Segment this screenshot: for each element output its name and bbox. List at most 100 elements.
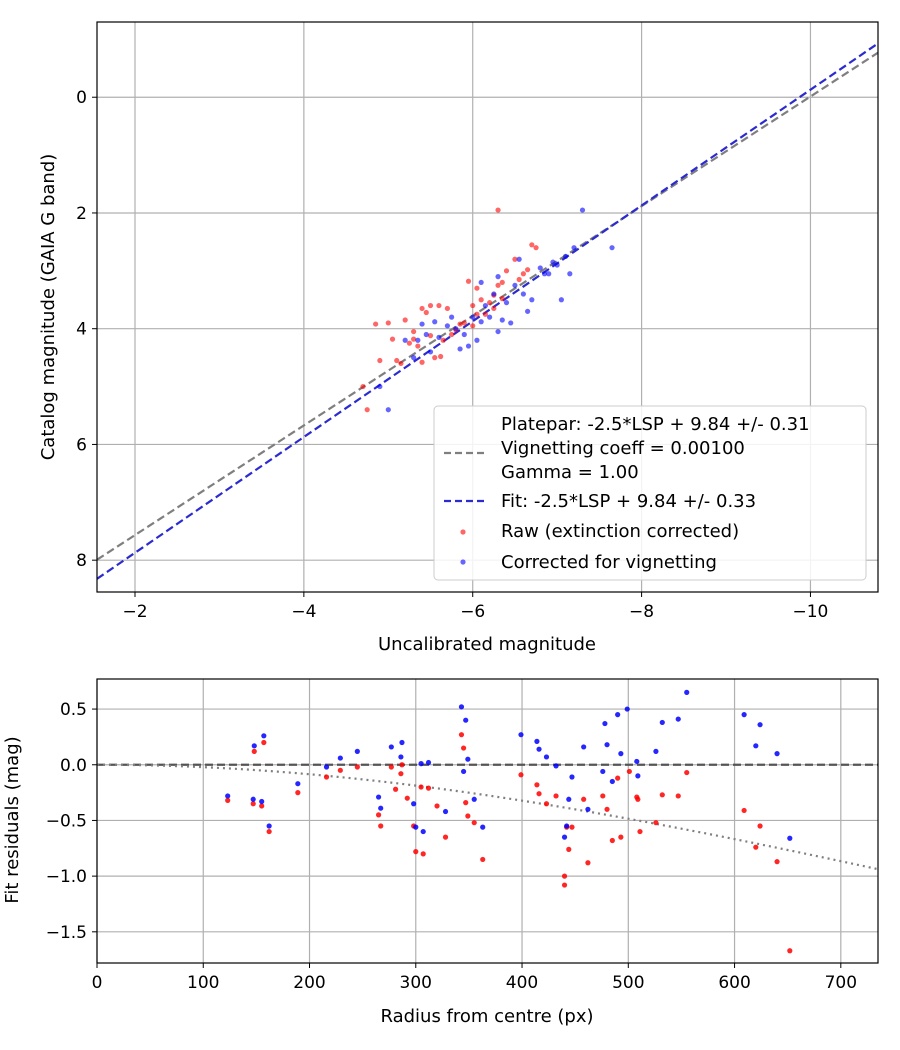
residuals-point-corrected	[261, 733, 267, 739]
magnitude-point-raw	[470, 302, 476, 309]
magnitude-point-raw	[427, 302, 434, 309]
magnitude-point-corrected	[495, 274, 501, 280]
residuals-point-corrected	[581, 744, 587, 750]
residuals-x-tick-label: 0	[92, 973, 103, 993]
residuals-point-corrected	[259, 798, 265, 805]
residuals-point-corrected	[413, 824, 419, 830]
magnitude-point-corrected	[546, 271, 552, 277]
residuals-point-raw	[566, 846, 572, 853]
residuals-y-tick-label: 0.0	[60, 756, 87, 776]
residuals-point-raw	[753, 844, 759, 850]
magnitude-point-corrected	[482, 302, 488, 309]
residuals-points	[225, 689, 793, 954]
residuals-point-raw	[418, 784, 424, 790]
magnitude-point-corrected	[508, 320, 514, 326]
magnitude-point-raw	[423, 309, 429, 316]
magnitude-point-corrected	[411, 355, 417, 361]
residuals-chart: 0 100 200 300 400 500 600 700 0.5 0.0 −0.5 −1.0 −1.…	[2, 678, 879, 1027]
residuals-y-tick-label: −0.5	[46, 811, 87, 831]
magnitude-point-raw	[411, 336, 417, 342]
magnitude-line-platepar	[97, 51, 878, 561]
residuals-point-raw	[354, 764, 360, 770]
magnitude-point-corrected	[491, 291, 497, 297]
residuals-point-raw	[378, 823, 384, 829]
residuals-point-corrected	[251, 743, 257, 749]
magnitude-point-corrected	[474, 337, 480, 343]
magnitude-y-tick-label: 6	[76, 435, 87, 455]
residuals-point-raw	[420, 851, 426, 857]
residuals-x-ticks: 0 100 200 300 400 500 600 700	[92, 963, 857, 993]
residuals-x-tick-label: 100	[187, 973, 219, 993]
magnitude-x-tick-label: −4	[291, 602, 316, 622]
magnitude-point-corrected	[419, 321, 425, 327]
residuals-point-raw	[581, 796, 587, 802]
residuals-point-raw	[442, 834, 449, 840]
residuals-point-corrected	[225, 793, 231, 799]
residuals-point-raw	[543, 801, 550, 807]
magnitude-point-raw	[360, 383, 366, 390]
residuals-point-raw	[463, 800, 469, 806]
residuals-point-raw	[569, 824, 575, 830]
residuals-point-raw	[404, 795, 410, 801]
magnitude-point-corrected	[516, 256, 522, 262]
residuals-point-corrected	[624, 706, 630, 712]
residuals-point-corrected	[418, 761, 424, 767]
magnitude-fit-lines	[97, 42, 878, 580]
magnitude-point-corrected	[609, 245, 615, 251]
residuals-grid	[96, 679, 878, 963]
magnitude-point-raw	[525, 267, 531, 273]
magnitude-y-tick-label: 4	[76, 320, 87, 340]
residuals-point-raw	[604, 806, 610, 812]
residuals-point-raw	[323, 774, 330, 780]
residuals-point-corrected	[615, 712, 621, 718]
magnitude-point-raw	[487, 300, 493, 306]
residuals-x-tick-label: 200	[293, 973, 325, 993]
magnitude-point-raw	[411, 328, 417, 335]
magnitude-point-raw	[495, 282, 501, 288]
residuals-point-raw	[787, 948, 793, 954]
residuals-point-raw	[392, 786, 399, 792]
residuals-point-raw	[259, 803, 265, 809]
residuals-point-corrected	[398, 754, 404, 760]
magnitude-point-corrected	[444, 323, 450, 329]
legend-label-vignetting: Vignetting coeff = 0.00100	[501, 438, 745, 459]
magnitude-point-raw	[427, 333, 434, 339]
magnitude-point-raw	[499, 296, 505, 302]
magnitude-point-raw	[495, 207, 501, 213]
residuals-y-tick-label: −1.0	[46, 867, 87, 887]
residuals-point-corrected	[774, 751, 780, 757]
residuals-point-corrected	[634, 758, 640, 765]
magnitude-point-raw	[533, 245, 539, 251]
magnitude-point-raw	[377, 357, 383, 364]
residuals-point-corrected	[635, 773, 641, 779]
magnitude-point-raw	[503, 268, 510, 274]
legend-marker-raw	[460, 529, 466, 535]
residuals-point-corrected	[684, 689, 690, 695]
magnitude-y-ticks: 0 2 4 6 8	[76, 88, 97, 571]
magnitude-point-raw	[512, 256, 518, 262]
residuals-point-corrected	[569, 774, 575, 780]
magnitude-point-corrected	[402, 337, 408, 343]
residuals-point-raw	[295, 790, 301, 796]
residuals-point-corrected	[425, 759, 432, 766]
residuals-point-corrected	[266, 823, 272, 829]
residuals-point-raw	[600, 793, 606, 799]
residuals-x-tick-label: 400	[506, 973, 538, 993]
magnitude-point-corrected	[541, 271, 548, 277]
residuals-point-corrected	[463, 717, 469, 723]
magnitude-point-raw	[389, 336, 396, 342]
residuals-point-raw	[266, 828, 272, 835]
residuals-point-corrected	[659, 719, 665, 726]
residuals-y-ticks: 0.5 0.0 −0.5 −1.0 −1.5	[46, 700, 97, 943]
residuals-point-raw	[458, 732, 465, 738]
magnitude-point-raw	[419, 359, 425, 365]
residuals-point-corrected	[600, 768, 606, 775]
residuals-point-corrected	[323, 764, 330, 770]
residuals-x-tick-label: 600	[718, 973, 750, 993]
residuals-point-corrected	[388, 744, 394, 750]
residuals-point-corrected	[536, 746, 542, 752]
magnitude-point-corrected	[415, 337, 421, 343]
magnitude-point-raw	[529, 242, 535, 248]
residuals-point-raw	[741, 807, 747, 814]
magnitude-point-raw	[461, 320, 467, 326]
